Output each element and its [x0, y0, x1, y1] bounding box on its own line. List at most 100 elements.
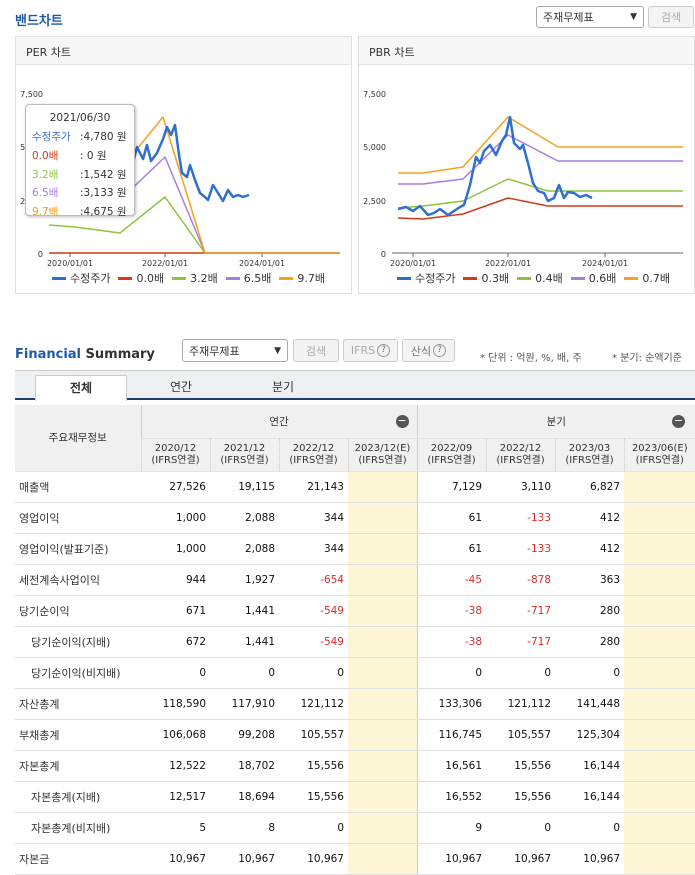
period-tabs: 전체 연간 분기	[15, 370, 695, 401]
table-row: 영업이익(발표기준) 1,000 2,088 344 61 -133 412	[15, 533, 695, 565]
pbr-band-0-3x	[397, 197, 683, 220]
cell-value: 8	[210, 812, 279, 844]
cell-value	[624, 564, 695, 596]
row-name[interactable]: 부채총계	[15, 719, 141, 751]
summary-search-button[interactable]: 검색	[293, 339, 339, 362]
row-name[interactable]: 자본금	[15, 843, 141, 875]
legend-item[interactable]: 0.6배	[570, 270, 616, 286]
row-name[interactable]: 매출액	[15, 471, 141, 503]
x-tick-label: 2020/01/01	[390, 259, 436, 268]
cell-value	[624, 812, 695, 844]
row-name[interactable]: 자본총계	[15, 750, 141, 782]
tooltip-row: 9.7배:4,675 원	[32, 202, 128, 221]
column-header: 2022/12 (IFRS연결)	[278, 438, 348, 472]
statement-type-select[interactable]: 주재무제표 ▼	[536, 6, 644, 28]
cell-value: 15,556	[486, 750, 556, 782]
cell-value: 105,557	[279, 719, 348, 751]
per-chart-panel: PER 차트	[15, 36, 352, 294]
row-name[interactable]: 세전계속사업이익	[15, 564, 141, 596]
row-name[interactable]: 영업이익(발표기준)	[15, 533, 141, 565]
unit-note: * 단위 : 억원, %, 배, 주	[480, 353, 582, 364]
cell-value: 10,967	[210, 843, 279, 875]
cell-value: -38	[416, 626, 487, 658]
legend-label: 수정주가	[70, 272, 111, 285]
collapse-annual-icon[interactable]: −	[395, 414, 409, 428]
cell-value: 10,967	[141, 843, 210, 875]
legend-item[interactable]: 0.3배	[463, 270, 509, 286]
cell-value	[348, 688, 418, 720]
table-row: 자본총계(비지배) 5 8 0 9 0 0	[15, 812, 695, 844]
cell-value: 344	[279, 533, 348, 565]
cell-value: 16,561	[416, 750, 487, 782]
cell-value: 6,827	[555, 471, 625, 503]
legend-item[interactable]: 6.5배	[225, 270, 271, 286]
cell-value: -878	[486, 564, 556, 596]
legend-item[interactable]: 0.4배	[517, 270, 563, 286]
question-icon: ?	[377, 344, 391, 357]
cell-value: 105,557	[486, 719, 556, 751]
cell-value: 121,112	[486, 688, 556, 720]
tab-all[interactable]: 전체	[35, 375, 127, 401]
tooltip-row-label: 0.0배	[32, 149, 59, 162]
table-row: 당기순이익 671 1,441 -549 -38 -717 280	[15, 595, 695, 627]
formula-help-button[interactable]: 산식?	[402, 339, 455, 362]
cell-value	[624, 502, 695, 534]
per-tooltip: 2021/06/30 수정주가:4,780 원 0.0배: 0 원 3.2배:1,5…	[25, 104, 135, 218]
row-name[interactable]: 당기순이익	[15, 595, 141, 627]
row-name[interactable]: 당기순이익(지배)	[15, 626, 141, 658]
pbr-band-0-4x	[397, 178, 683, 209]
row-name[interactable]: 자본총계(비지배)	[15, 812, 141, 844]
cell-value	[348, 843, 418, 875]
row-name[interactable]: 자산총계	[15, 688, 141, 720]
legend-item[interactable]: 0.7배	[624, 270, 670, 286]
y-tick-label: 0	[38, 250, 43, 259]
cell-value: 1,927	[210, 564, 279, 596]
cell-value	[348, 471, 418, 503]
row-name[interactable]: 자본총계(지배)	[15, 781, 141, 813]
cell-value	[624, 657, 695, 689]
row-name[interactable]: 영업이익	[15, 502, 141, 534]
cell-value: 117,910	[210, 688, 279, 720]
legend-item[interactable]: 9.7배	[279, 270, 325, 286]
pbr-chart-title: PBR 차트	[359, 37, 694, 65]
per-legend: 수정주가 0.0배 3.2배 6.5배 9.7배	[52, 270, 333, 286]
cell-value: 116,745	[416, 719, 487, 751]
cell-value: 15,556	[279, 750, 348, 782]
summary-statement-select[interactable]: 주재무제표 ▼	[182, 339, 288, 362]
cell-value: 10,967	[555, 843, 625, 875]
row-label-header: 주요재무정보	[15, 405, 141, 472]
chevron-down-icon: ▼	[630, 12, 637, 22]
cell-value: 0	[141, 657, 210, 689]
ifrs-help-button[interactable]: IFRS?	[343, 339, 398, 362]
quarter-basis-note: * 분기: 순액기준	[612, 353, 682, 364]
pbr-band-0-7x	[398, 116, 683, 174]
tab-annual[interactable]: 연간	[169, 380, 193, 394]
legend-item[interactable]: 수정주가	[397, 270, 455, 286]
cell-value: 1,441	[210, 595, 279, 627]
collapse-quarter-icon[interactable]: −	[672, 414, 686, 428]
cell-value	[624, 471, 695, 503]
legend-item[interactable]: 수정주가	[52, 270, 110, 286]
cell-value: 672	[141, 626, 210, 658]
legend-label: 0.4배	[535, 272, 563, 285]
legend-item[interactable]: 3.2배	[172, 270, 218, 286]
cell-value: 19,115	[210, 471, 279, 503]
legend-swatch	[463, 276, 478, 280]
row-name[interactable]: 당기순이익(비지배)	[15, 657, 141, 689]
cell-value: 1,000	[141, 502, 210, 534]
table-row: 당기순이익(비지배) 0 0 0 0 0 0	[15, 657, 695, 689]
legend-item[interactable]: 0.0배	[118, 270, 164, 286]
cell-value	[348, 750, 418, 782]
tooltip-row-label: 9.7배	[32, 205, 59, 218]
cell-value: 5	[141, 812, 210, 844]
financial-summary-title: Financial Summary	[15, 347, 155, 362]
band-chart-title: 밴드차트	[15, 14, 63, 29]
table-row: 부채총계 106,068 99,208 105,557 116,745 105,557 12…	[15, 719, 695, 751]
tab-quarter[interactable]: 분기	[271, 380, 295, 394]
band-search-button[interactable]: 검색	[648, 6, 694, 28]
cell-value: 121,112	[279, 688, 348, 720]
cell-value: 125,304	[555, 719, 625, 751]
legend-label: 3.2배	[190, 272, 218, 285]
chevron-down-icon: ▼	[274, 345, 281, 356]
table-row: 당기순이익(지배) 672 1,441 -549 -38 -717 280	[15, 626, 695, 658]
